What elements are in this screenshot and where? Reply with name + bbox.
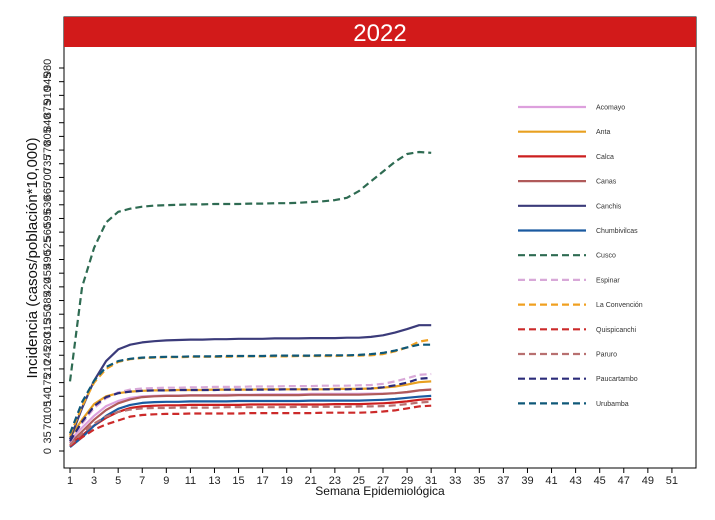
y-tick-label: 630 — [42, 196, 54, 214]
x-axis-title: Semana Epidemiológica — [315, 484, 445, 498]
x-tick-label: 41 — [545, 475, 557, 487]
x-tick-label: 11 — [185, 475, 196, 487]
legend-label: Canchis — [596, 203, 622, 210]
x-tick-label: 47 — [618, 475, 630, 487]
x-tick-label: 15 — [232, 475, 244, 487]
chart-title: 2022 — [353, 20, 406, 47]
y-tick-label: 525 — [42, 237, 54, 255]
x-tick-label: 3 — [91, 475, 97, 487]
y-tick-label: 735 — [42, 155, 54, 173]
legend-label: Urubamba — [596, 401, 629, 408]
legend-label: Paruro — [596, 352, 617, 359]
series-line-urubamba — [68, 343, 432, 434]
x-tick-label: 9 — [163, 475, 169, 487]
y-tick-label: 665 — [42, 182, 54, 200]
x-tick-label: 51 — [666, 475, 678, 487]
legend-label: Paucartambo — [596, 376, 638, 383]
x-tick-label: 21 — [305, 475, 317, 487]
legend-label: Chumbivilcas — [596, 228, 638, 235]
x-tick-label: 35 — [473, 475, 485, 487]
series-line-calca — [69, 397, 432, 446]
x-tick-label: 19 — [281, 475, 293, 487]
y-tick-label: 805 — [42, 127, 54, 145]
x-tick-label: 13 — [208, 475, 220, 487]
x-tick-label: 37 — [497, 475, 509, 487]
y-tick-label: 840 — [42, 114, 54, 132]
series-layer — [68, 150, 432, 448]
x-tick-label: 23 — [329, 475, 341, 487]
series-line-espinar — [69, 372, 432, 443]
legend: Acomayo Anta Calca Canas Canchis Chumbivilcas… — [518, 105, 643, 408]
legend-label: Cusco — [596, 253, 616, 260]
y-tick-label: 770 — [42, 141, 54, 159]
x-tick-label: 17 — [257, 475, 269, 487]
y-tick-label: 945 — [42, 72, 54, 90]
x-tick-label: 5 — [115, 475, 121, 487]
series-line-chumbivilcas — [69, 394, 432, 448]
y-tick-label: 175 — [42, 373, 54, 391]
legend-label: Anta — [596, 129, 611, 136]
y-tick-label: 210 — [42, 360, 54, 378]
y-tick-label: 35 — [42, 431, 54, 443]
series-line-paruro — [69, 400, 432, 446]
legend-label: Quispicanchi — [596, 327, 637, 334]
y-tick-label: 315 — [42, 319, 54, 337]
legend-label: Calca — [596, 154, 614, 161]
x-tick-label: 29 — [401, 475, 413, 487]
legend-label: La Convención — [596, 302, 643, 309]
legend-label: Canas — [596, 179, 617, 186]
series-line-canchis — [68, 324, 432, 440]
series-line-canas — [69, 388, 432, 444]
y-tick-label: 420 — [42, 278, 54, 296]
x-tick-label: 31 — [425, 475, 437, 487]
y-tick-label: 560 — [42, 223, 54, 241]
y-tick-label: 490 — [42, 250, 54, 268]
y-tick-label: 455 — [42, 264, 54, 282]
y-tick-label: 980 — [42, 59, 54, 77]
legend-label: Acomayo — [596, 105, 625, 112]
x-tick-label: 27 — [377, 475, 389, 487]
x-tick-label: 45 — [594, 475, 606, 487]
x-tick-label: 7 — [139, 475, 145, 487]
y-axis-title: Incidencia (casos/población*10,000) — [24, 138, 41, 379]
y-tick-label: 70 — [42, 418, 54, 430]
y-tick-label: 0 — [42, 448, 54, 454]
y-tick-label: 700 — [42, 168, 54, 186]
y-tick-label: 350 — [42, 305, 54, 323]
y-tick-label: 385 — [42, 291, 54, 309]
x-tick-label: 43 — [569, 475, 581, 487]
x-tick-label: 25 — [353, 475, 365, 487]
series-line-paucartambo — [69, 376, 432, 442]
title-banner — [64, 17, 696, 47]
series-line-cusco — [68, 150, 432, 382]
y-tick-label: 280 — [42, 332, 54, 350]
legend-label: Espinar — [596, 277, 620, 284]
y-tick-label: 910 — [42, 86, 54, 104]
x-tick-label: 49 — [642, 475, 654, 487]
x-tick-label: 1 — [67, 475, 73, 487]
x-tick-label: 39 — [521, 475, 533, 487]
y-tick-label: 105 — [42, 401, 54, 419]
y-tick-label: 595 — [42, 209, 54, 227]
axes: 1 3 5 7 9 11 13 15 17 19 21 23 25 27 29 31 33 35 37 39 41 43 4… — [42, 59, 678, 487]
x-tick-label: 33 — [449, 475, 461, 487]
series-line-quispicanchi — [69, 404, 432, 448]
y-tick-label: 245 — [42, 346, 54, 364]
y-tick-label: 140 — [42, 387, 54, 405]
y-tick-label: 875 — [42, 100, 54, 118]
